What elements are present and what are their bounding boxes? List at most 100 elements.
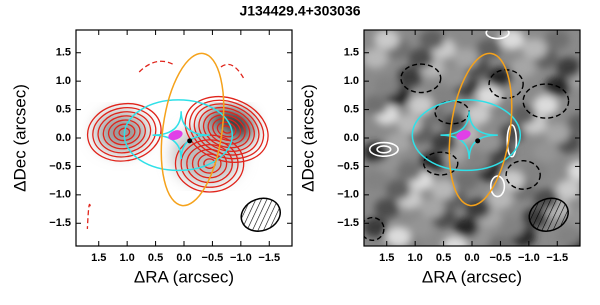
noise-blob: [374, 30, 400, 50]
y-tick-label: 1.0: [344, 75, 359, 87]
noise-blob: [364, 47, 388, 69]
noise-blob: [487, 235, 513, 246]
lens-center: [187, 138, 193, 144]
source: [168, 130, 183, 141]
noise-blob: [556, 179, 580, 200]
noise-blob: [522, 38, 548, 60]
noise-blob: [374, 198, 400, 219]
y-tick-label: 1.5: [344, 47, 359, 59]
noise-blob: [533, 141, 559, 163]
x-tick-label: 0.0: [464, 252, 479, 264]
y-tick-label: 0.5: [344, 103, 359, 115]
x-tick-label: 0.5: [148, 252, 163, 264]
noise-blob: [465, 198, 491, 219]
noise-blob: [442, 235, 468, 246]
noise-blob: [533, 94, 559, 116]
plot-area: [76, 30, 292, 246]
noise-blob: [364, 170, 388, 191]
y-axis-label: ΔDec (arcsec): [10, 84, 29, 192]
noise-blob: [510, 104, 536, 125]
noise-blob: [465, 104, 491, 125]
y-tick-label: −1.0: [337, 189, 359, 201]
noise-blob: [408, 94, 434, 116]
contour: [186, 143, 233, 184]
noise-blob: [465, 151, 491, 172]
source: [456, 130, 471, 141]
contour: [212, 117, 242, 142]
contour: [86, 102, 162, 162]
negative-contour: [400, 63, 442, 94]
noise-blob: [487, 188, 513, 210]
y-tick-label: 0.0: [344, 132, 359, 144]
x-tick-label: 1.0: [120, 252, 135, 264]
caustic: [411, 99, 522, 172]
x-tick-label: −1.5: [258, 252, 280, 264]
y-tick-label: −0.5: [49, 160, 71, 172]
noise-blob: [567, 113, 580, 135]
contour: [506, 124, 518, 158]
noise-blob: [499, 216, 525, 238]
negative-contour: [505, 160, 541, 190]
noise-blob: [385, 179, 411, 200]
noise-blob: [364, 216, 388, 238]
noise-blob: [499, 30, 525, 50]
x-tick-label: 1.0: [408, 252, 423, 264]
caustic: [123, 99, 234, 172]
noise-blob: [453, 216, 479, 238]
y-tick-label: −1.0: [49, 189, 71, 201]
y-tick-label: −1.5: [49, 217, 71, 229]
noise-blob: [544, 123, 570, 144]
negative-contour: [422, 151, 459, 176]
y-tick-label: 0.5: [56, 103, 71, 115]
contour: [202, 110, 251, 149]
negative-contour: [364, 216, 385, 242]
noise-blob: [431, 179, 457, 200]
contour: [180, 139, 239, 188]
noise-blob: [510, 57, 536, 78]
contour: [197, 153, 222, 174]
noise-blob: [364, 94, 388, 116]
x-tick-label: 0.0: [176, 252, 191, 264]
negative-contour: [86, 203, 91, 229]
plot-area: [364, 30, 580, 246]
x-tick-label: 0.5: [436, 252, 451, 264]
noise-blob: [396, 66, 422, 88]
noise-blob: [556, 226, 580, 246]
x-axis-label: ΔRA (arcsec): [134, 267, 234, 286]
y-tick-label: −1.5: [337, 217, 359, 229]
noise-blob: [442, 66, 468, 88]
contour: [485, 30, 510, 40]
noise-blob: [408, 216, 434, 238]
negative-contour: [220, 63, 245, 79]
figure-title: J134429.4+303036: [239, 3, 360, 19]
x-tick-label: −1.0: [518, 252, 540, 264]
noise-blob: [385, 226, 411, 246]
x-tick-label: −0.5: [202, 252, 224, 264]
x-tick-label: 1.5: [91, 252, 106, 264]
noise-blob: [499, 123, 525, 144]
contour: [376, 145, 392, 154]
contour: [489, 175, 506, 198]
noise-blob: [419, 30, 445, 50]
negative-contour: [522, 83, 570, 119]
contour: [368, 141, 399, 157]
noise-blob: [453, 47, 479, 69]
y-tick-label: −0.5: [337, 160, 359, 172]
y-axis-label: ΔDec (arcsec): [298, 84, 317, 192]
x-axis-label: ΔRA (arcsec): [422, 267, 522, 286]
noise-blob: [453, 170, 479, 191]
noise-blob: [374, 76, 400, 97]
contour: [102, 115, 146, 150]
noise-blob: [544, 30, 570, 50]
noise-blob: [419, 198, 445, 219]
lens-center: [475, 138, 481, 144]
x-tick-label: −1.5: [546, 252, 568, 264]
y-tick-label: 1.5: [56, 47, 71, 59]
noise-blob: [396, 160, 422, 182]
contour: [92, 107, 157, 158]
negative-contour: [138, 60, 173, 74]
contour: [97, 111, 152, 154]
noise-blob: [396, 113, 422, 135]
noise-blob: [556, 57, 580, 78]
